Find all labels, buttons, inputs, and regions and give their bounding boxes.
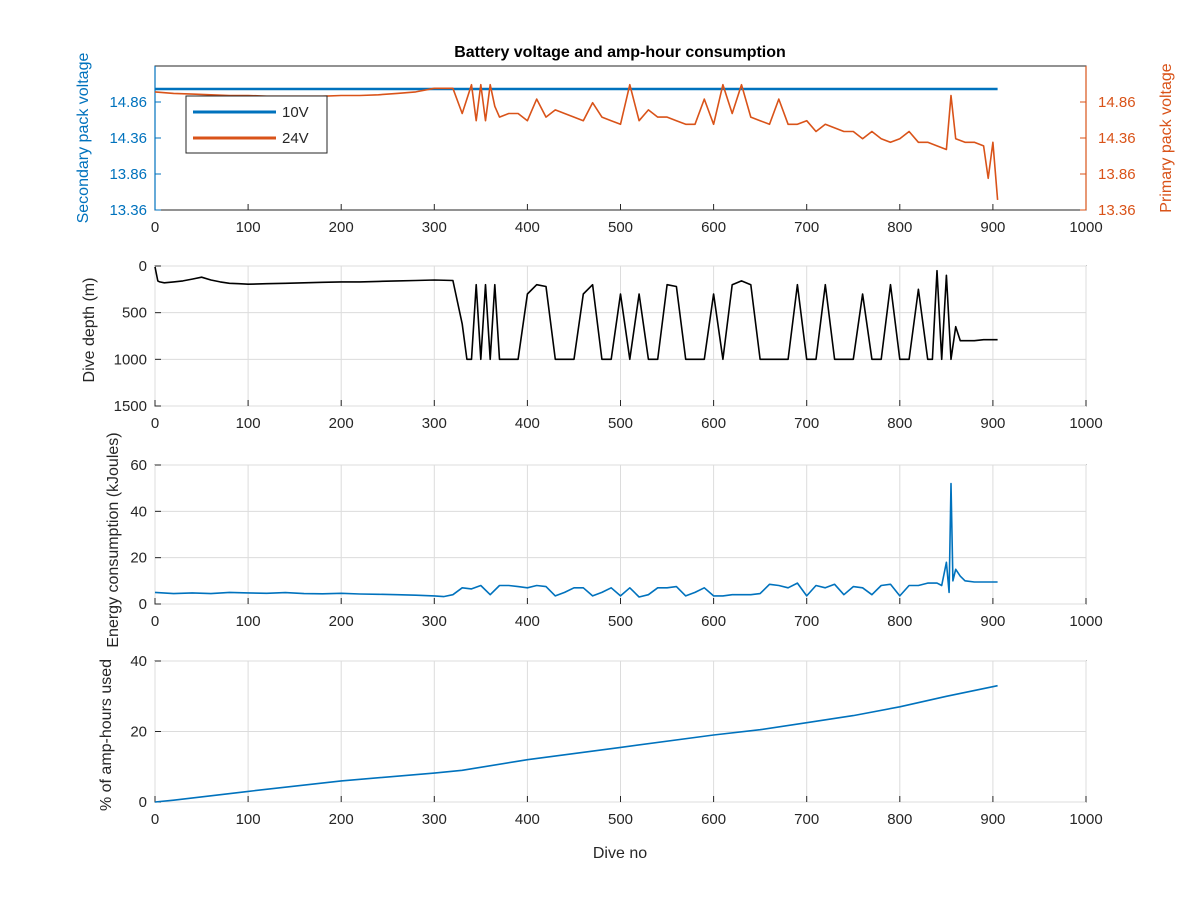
y-tick-label-left: 14.86 — [109, 94, 147, 111]
y-tick-label: 0 — [139, 596, 147, 613]
x-tick-label: 0 — [151, 613, 159, 630]
x-tick-label: 400 — [515, 415, 540, 432]
x-tick-label: 900 — [980, 219, 1005, 236]
x-tick-label: 300 — [422, 219, 447, 236]
y-tick-label: 0 — [139, 258, 147, 275]
x-tick-label: 700 — [794, 613, 819, 630]
y-tick-label: 500 — [122, 305, 147, 322]
y-tick-label-left: 13.86 — [109, 166, 147, 183]
x-tick-label: 100 — [236, 613, 261, 630]
y-label-amp-hours: % of amp-hours used — [98, 659, 115, 811]
x-tick-label: 100 — [236, 811, 261, 828]
y-label-right-voltage: Primary pack voltage — [1158, 63, 1175, 212]
y-tick-label-right: 14.86 — [1098, 94, 1136, 111]
y-tick-label-left: 13.36 — [109, 202, 147, 219]
series-depth — [154, 266, 998, 361]
x-tick-label: 700 — [794, 415, 819, 432]
y-label-left-voltage: Secondary pack voltage — [75, 53, 92, 224]
x-ticks-voltage: 0 100 200 300 400 500 600 700 800 900 1000 — [151, 204, 1103, 236]
x-tick-label: 500 — [608, 811, 633, 828]
x-tick-label: 300 — [422, 415, 447, 432]
chart-title: Battery voltage and amp-hour consumption — [454, 44, 786, 61]
x-tick-label: 500 — [608, 415, 633, 432]
x-tick-label: 1000 — [1069, 415, 1102, 432]
y-tick-label: 0 — [139, 794, 147, 811]
y-tick-label: 1000 — [114, 351, 147, 368]
y-tick-label: 40 — [130, 503, 147, 520]
x-tick-label: 400 — [515, 219, 540, 236]
y-ticks-left-voltage: 13.36 13.86 14.36 14.86 — [109, 66, 161, 219]
x-tick-label: 500 — [608, 219, 633, 236]
legend: 10V 24V — [185, 95, 328, 154]
panel-depth: 0 100 200 300 400 500 600 700 800 900 1000 0 500 100… — [81, 258, 1103, 432]
x-tick-label: 800 — [887, 613, 912, 630]
panel-energy: 0 100 200 300 400 500 600 700 800 900 1000 0 20 40 60… — [105, 432, 1103, 647]
x-tick-label: 800 — [887, 811, 912, 828]
x-tick-label: 1000 — [1069, 811, 1102, 828]
y-tick-label-right: 13.86 — [1098, 166, 1136, 183]
x-tick-label: 700 — [794, 219, 819, 236]
x-tick-label: 200 — [329, 811, 354, 828]
y-ticks-right-voltage: 13.36 13.86 14.36 14.86 — [1080, 66, 1136, 219]
x-tick-label: 700 — [794, 811, 819, 828]
y-label-depth: Dive depth (m) — [81, 278, 98, 383]
y-tick-label-right: 13.36 — [1098, 202, 1136, 219]
x-tick-label: 900 — [980, 415, 1005, 432]
panel-amp-hours: 0 100 200 300 400 500 600 700 800 900 1000 0 20 40 %… — [98, 653, 1103, 862]
x-tick-label: 400 — [515, 811, 540, 828]
legend-box — [185, 95, 328, 154]
y-ticks-energy: 0 20 40 60 — [130, 457, 161, 613]
x-tick-label: 900 — [980, 613, 1005, 630]
x-ticks-amp-hours: 0 100 200 300 400 500 600 700 800 900 1000 — [151, 796, 1103, 828]
y-ticks-depth: 0 500 1000 1500 — [114, 258, 161, 415]
x-tick-label: 1000 — [1069, 219, 1102, 236]
panel-voltage: Battery voltage and amp-hour consumption… — [75, 44, 1175, 236]
series-line-energy — [154, 482, 998, 598]
x-tick-label: 0 — [151, 219, 159, 236]
series-line-amp_hours — [154, 684, 998, 803]
y-ticks-amp-hours: 0 20 40 — [130, 653, 161, 811]
x-tick-label: 400 — [515, 613, 540, 630]
x-tick-label: 600 — [701, 613, 726, 630]
x-tick-label: 200 — [329, 613, 354, 630]
legend-label-10v: 10V — [282, 104, 309, 121]
y-tick-label: 1500 — [114, 398, 147, 415]
y-label-energy: Energy consumption (kJoules) — [105, 432, 122, 647]
x-tick-label: 500 — [608, 613, 633, 630]
y-tick-label: 60 — [130, 457, 147, 474]
x-tick-label: 1000 — [1069, 613, 1102, 630]
series-amp-hours — [154, 684, 998, 803]
x-label-dive-no: Dive no — [593, 845, 647, 862]
x-tick-label: 600 — [701, 219, 726, 236]
series-energy — [154, 482, 998, 598]
series-line-depth — [154, 266, 998, 361]
x-tick-label: 0 — [151, 415, 159, 432]
x-tick-label: 200 — [329, 415, 354, 432]
series-line-voltage-24v — [154, 83, 999, 200]
series-voltage — [154, 83, 999, 200]
x-tick-label: 300 — [422, 613, 447, 630]
x-tick-label: 100 — [236, 219, 261, 236]
x-tick-label: 100 — [236, 415, 261, 432]
y-tick-label-left: 14.36 — [109, 130, 147, 147]
x-tick-label: 800 — [887, 415, 912, 432]
y-tick-label: 20 — [130, 550, 147, 567]
x-tick-label: 600 — [701, 811, 726, 828]
x-tick-label: 600 — [701, 415, 726, 432]
y-tick-label: 40 — [130, 653, 147, 670]
x-tick-label: 200 — [329, 219, 354, 236]
x-ticks-depth: 0 100 200 300 400 500 600 700 800 900 1000 — [151, 400, 1103, 432]
x-tick-label: 0 — [151, 811, 159, 828]
y-tick-label-right: 14.36 — [1098, 130, 1136, 147]
legend-label-24v: 24V — [282, 130, 309, 147]
x-tick-label: 900 — [980, 811, 1005, 828]
x-ticks-energy: 0 100 200 300 400 500 600 700 800 900 1000 — [151, 598, 1103, 630]
y-tick-label: 20 — [130, 724, 147, 741]
x-tick-label: 800 — [887, 219, 912, 236]
x-tick-label: 300 — [422, 811, 447, 828]
